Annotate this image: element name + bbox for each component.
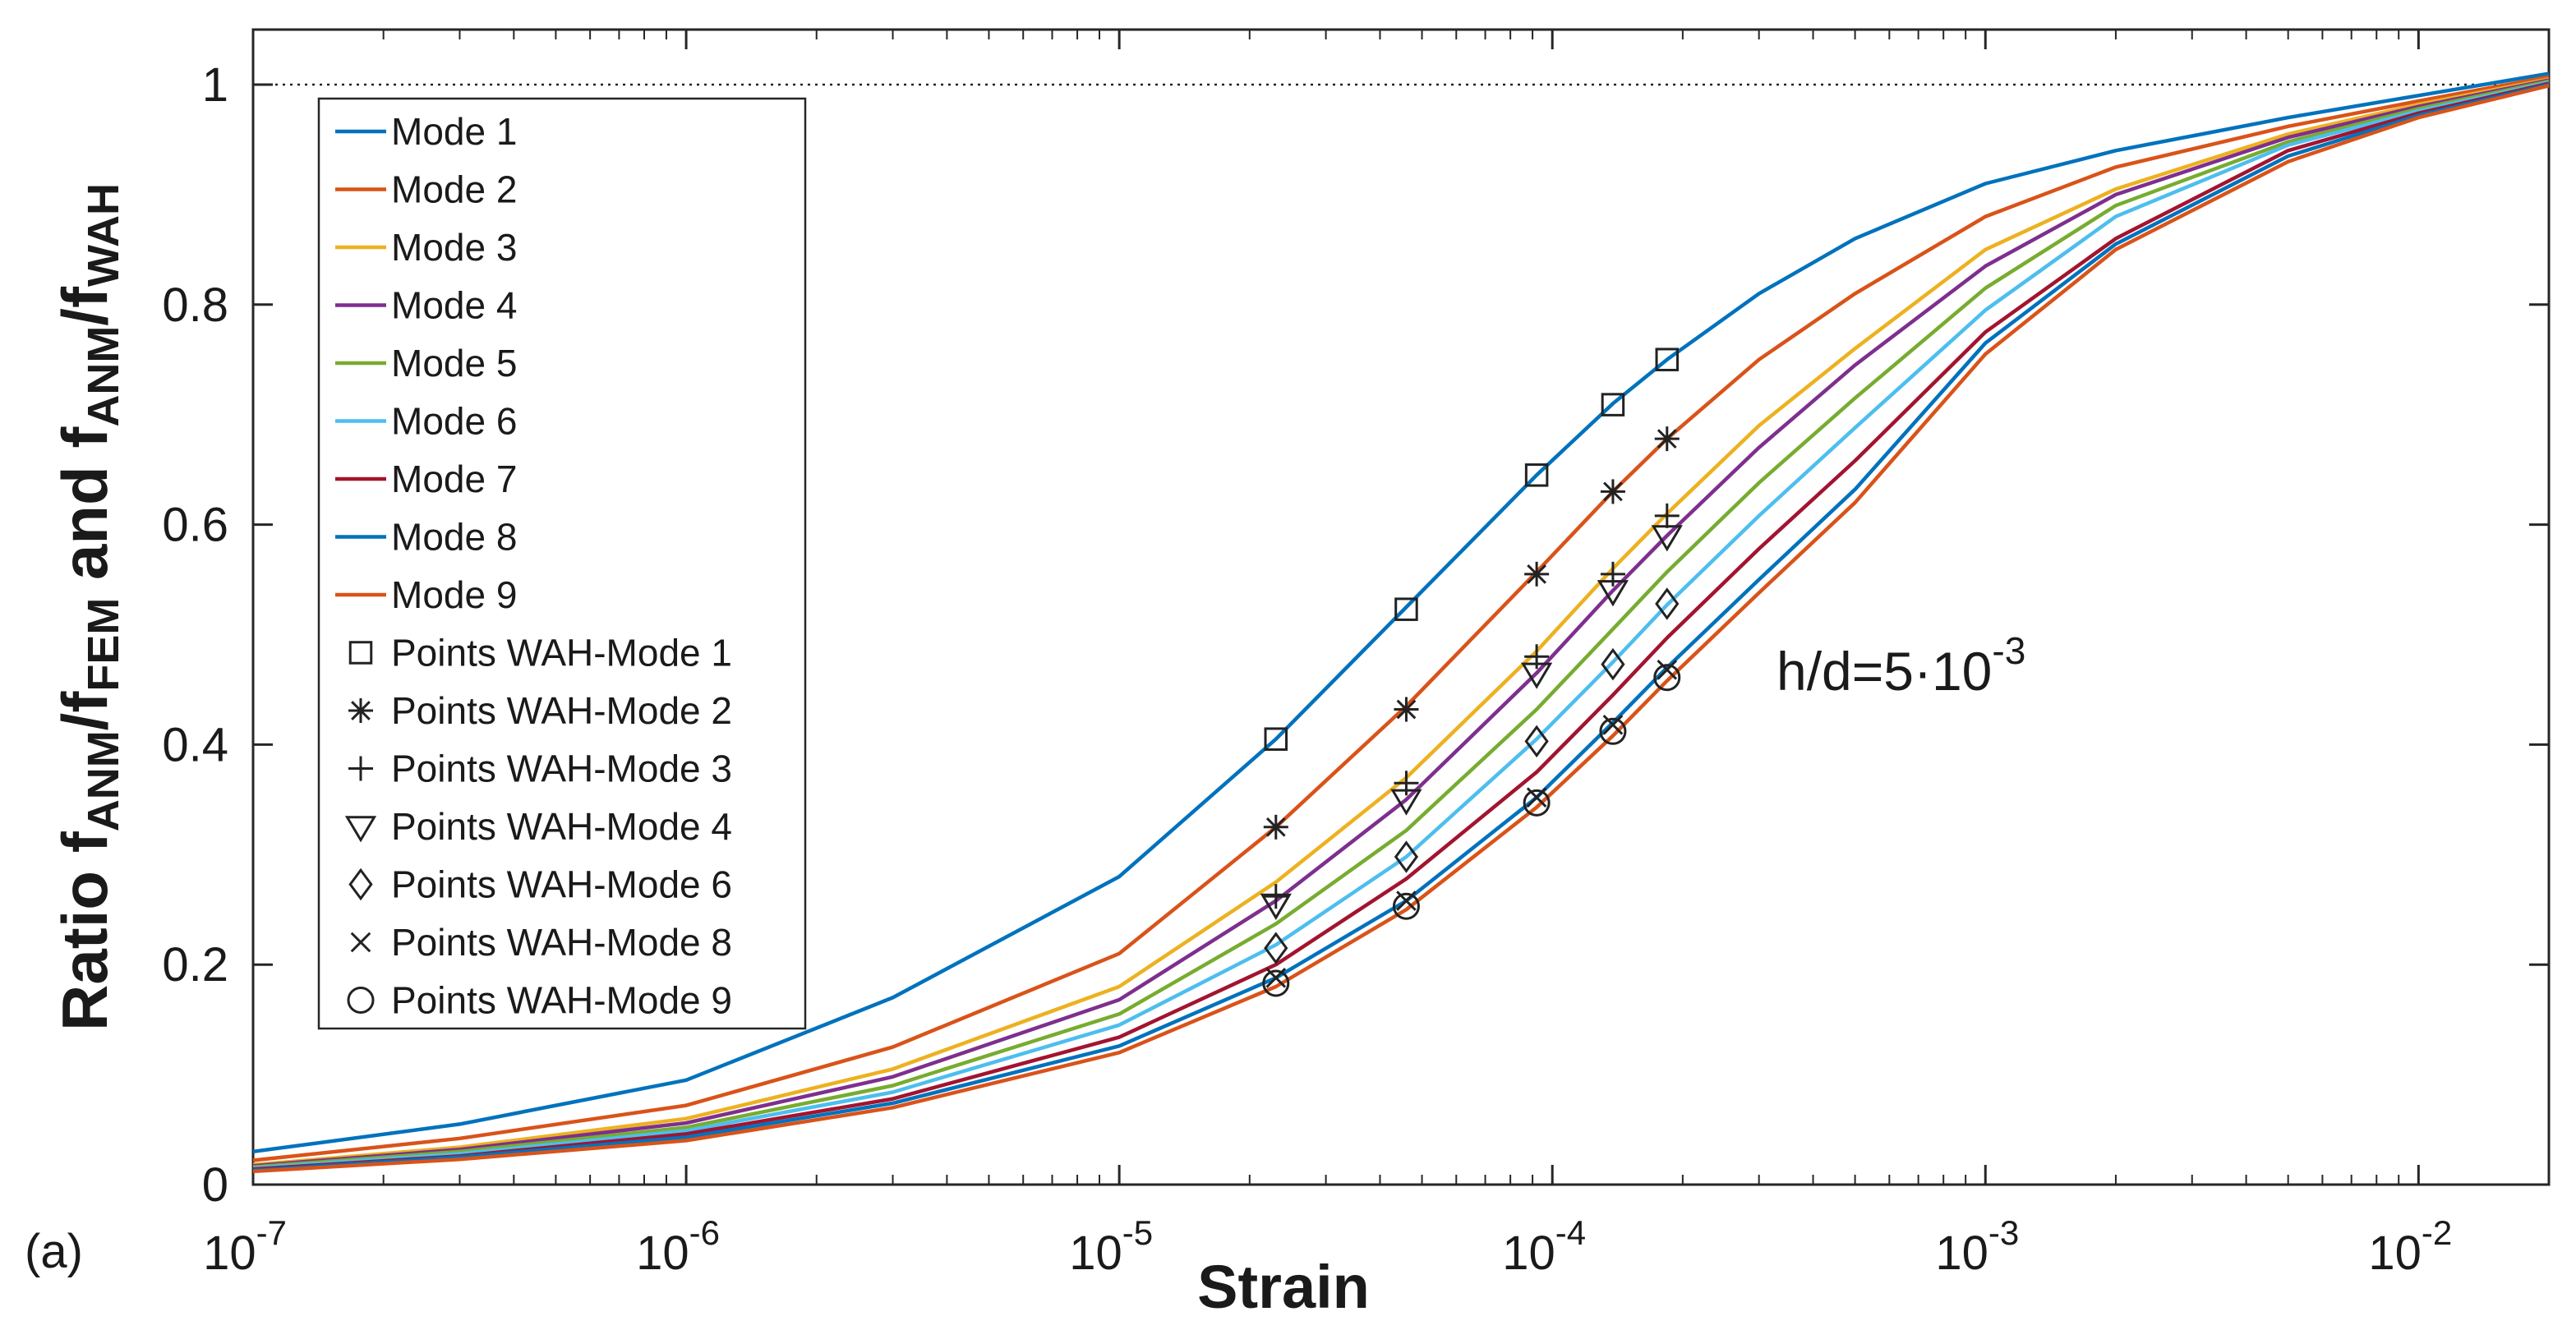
x-tick-labels: 10-7 10-6 10-5 10-4 10-3 10-2 [203, 1213, 2452, 1280]
x-tick-label: 10-3 [1935, 1213, 2019, 1280]
marker-asterisk [1263, 814, 1288, 840]
series-line-mode-9 [252, 84, 2550, 1174]
marker-square [1601, 393, 1625, 416]
marker-square [1524, 463, 1549, 487]
series-line-mode-5 [252, 79, 2550, 1169]
marker-x [1602, 714, 1624, 735]
legend-label: Points WAH-Mode 4 [391, 805, 732, 848]
marker-diamond [1655, 587, 1680, 620]
marker-circle [1523, 789, 1551, 817]
marker-triangle-down [1260, 893, 1292, 920]
marker-asterisk [1394, 697, 1419, 722]
x-axis-label: Strain [1197, 1253, 1370, 1321]
legend-label: Points WAH-Mode 6 [391, 863, 732, 906]
y-tick-label: 0.8 [162, 278, 228, 332]
marker-square [1264, 727, 1288, 751]
y-tick-label: 0 [202, 1158, 228, 1212]
series-line-mode-6 [252, 81, 2550, 1171]
x-tick-label: 10-4 [1502, 1213, 1586, 1280]
legend-label: Mode 1 [391, 110, 517, 153]
series-line-mode-1 [252, 71, 2550, 1154]
marker-points [1260, 347, 1683, 997]
marker-plus [1654, 503, 1680, 528]
legend-box [317, 97, 807, 1030]
legend-marker-triangle-down [344, 816, 377, 843]
x-tick-label: 10-6 [636, 1213, 720, 1280]
legend-label: Mode 6 [391, 400, 517, 443]
legend-marker-diamond [348, 867, 373, 901]
legend-label: Mode 8 [391, 516, 517, 559]
legend-marker-square [348, 641, 373, 665]
marker-plus [1263, 884, 1288, 909]
series-line-mode-4 [252, 78, 2550, 1168]
marker-diamond [1394, 840, 1419, 873]
legend-label: Points WAH-Mode 1 [391, 632, 732, 674]
y-tick-label: 0.2 [162, 938, 228, 992]
marker-asterisk [1600, 479, 1625, 504]
y-tick-label: 0.4 [162, 718, 228, 771]
legend-marker-circle [347, 987, 375, 1014]
series-line-mode-7 [252, 81, 2550, 1171]
legend-label: Points WAH-Mode 9 [391, 979, 732, 1022]
legend-label: Points WAH-Mode 2 [391, 689, 732, 732]
legend-label: Mode 7 [391, 458, 517, 500]
legend-label: Mode 2 [391, 168, 517, 211]
legend-label: Mode 4 [391, 284, 517, 327]
marker-triangle-down [1390, 789, 1422, 816]
legend-marker-x [350, 932, 371, 953]
marker-diamond [1264, 932, 1288, 964]
marker-x [1657, 660, 1678, 680]
marker-asterisk [1524, 561, 1550, 587]
x-tick-label: 10-7 [203, 1213, 287, 1280]
marker-circle [1653, 664, 1681, 692]
legend-label: Points WAH-Mode 3 [391, 748, 732, 790]
x-tick-label: 10-5 [1069, 1213, 1153, 1280]
legend-marker-plus [348, 756, 373, 781]
marker-triangle-down [1520, 662, 1553, 689]
panel-label: (a) [25, 1225, 83, 1278]
y-tick-label: 1 [202, 58, 228, 112]
marker-asterisk [1654, 426, 1680, 452]
legend-label: Mode 3 [391, 226, 517, 269]
x-tick-label: 10-2 [2368, 1213, 2452, 1280]
marker-diamond [1524, 725, 1549, 758]
marker-triangle-down [1597, 580, 1629, 607]
marker-circle [1262, 969, 1290, 997]
annotation-h-d: h/d=5·10-3 [1776, 629, 2025, 702]
marker-square [1655, 347, 1680, 371]
tick-marks [251, 30, 2550, 1186]
y-axis-label: Ratio fANM/fFEM and fANM/fWAH [48, 183, 128, 1031]
marker-circle [1599, 717, 1627, 745]
legend-label: Mode 5 [391, 342, 517, 384]
legend-items: Mode 1 Mode 2 Mode 3 Mode 4 Mode 5 Mode 6 Mode… [335, 110, 732, 1022]
marker-diamond [1601, 647, 1625, 681]
marker-square [1394, 597, 1418, 621]
series-line-mode-8 [252, 82, 2550, 1172]
legend-marker-asterisk [348, 698, 373, 723]
legend: Mode 1 Mode 2 Mode 3 Mode 4 Mode 5 Mode 6 Mode… [317, 97, 807, 1030]
y-tick-label: 0.6 [162, 499, 228, 552]
legend-label: Mode 9 [391, 573, 517, 616]
y-tick-labels: 0 0.2 0.4 0.6 0.8 1 [162, 58, 228, 1212]
legend-label: Points WAH-Mode 8 [391, 921, 732, 964]
marker-circle [1392, 892, 1420, 920]
marker-triangle-down [1651, 525, 1683, 552]
